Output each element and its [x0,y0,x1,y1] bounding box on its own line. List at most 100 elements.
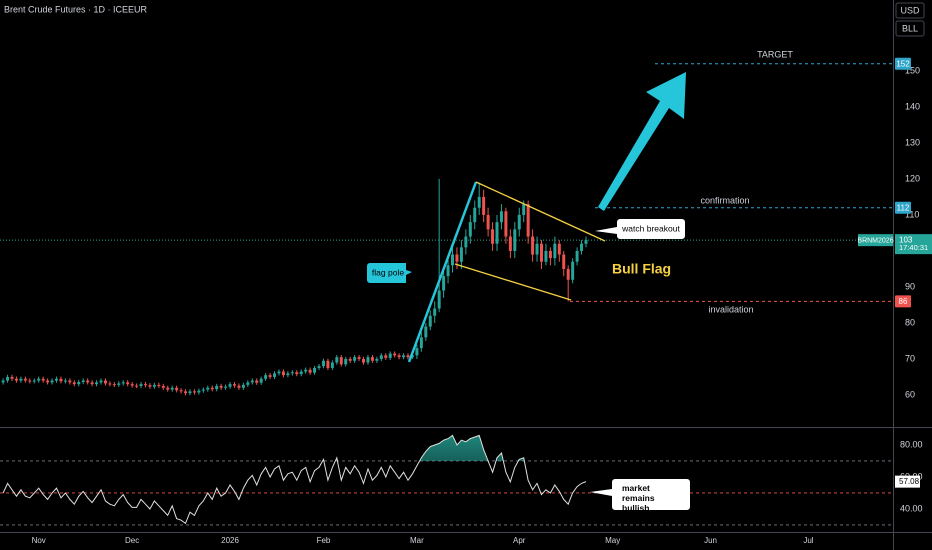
candle-body [335,357,339,363]
annotation: flag pole [372,267,404,277]
symbol-tag [858,234,893,247]
candle-body [197,390,201,393]
candle-body [330,362,334,368]
candle-body [19,378,23,381]
candle-body [1,380,5,383]
x-tick-label: Feb [317,536,331,545]
candle-body [362,358,366,363]
candle-body [241,384,245,388]
candle-body [571,261,575,280]
annotation-box: market remains bullish [622,483,655,510]
candle-body [313,367,317,373]
candle-body [562,254,566,269]
candle-body [451,254,455,266]
candle-body [63,380,67,382]
candle-body [455,254,459,262]
candle-body [10,376,14,379]
candle-body [32,380,36,382]
candle-body [482,196,486,215]
candle-body [366,357,370,363]
y-tick-label: 110 [905,209,919,219]
candle-body [86,380,90,383]
unit[interactable]: BLL [902,23,918,33]
candle-body [59,378,63,382]
y-tick-label: 150 [905,65,920,75]
y-tick-label: 60 [905,389,915,399]
candle-body [433,308,437,316]
candle-body [23,378,27,381]
rsi-callout: market remains bullish [590,479,690,510]
candle-body [548,250,552,259]
y-tick-label: 40.00 [900,503,923,513]
candle-body [348,358,352,361]
countdown: 17:40:31 [899,243,928,252]
candle-body [143,384,147,386]
flag-pole-line [407,181,478,363]
candle-body [580,243,584,251]
candle-body [103,380,107,384]
candle-body [513,229,517,251]
candle-body [232,384,236,386]
candle-body [357,357,361,359]
currency[interactable]: USD [900,5,920,15]
candle-body [353,357,357,361]
candle-body [535,243,539,255]
level-tag [895,57,911,70]
candle-body [393,353,397,356]
candle-body [215,385,219,390]
level-value: 86 [899,297,908,306]
unit-box[interactable] [895,20,925,37]
candle-body [526,204,530,237]
last-value: 57.08 [899,477,920,486]
candle-body [477,196,481,208]
candle-body [370,357,374,361]
candle-body [508,236,512,251]
level-value: 152 [896,59,910,68]
candle-body [495,222,499,244]
candle-body [112,384,116,386]
candle-body [192,391,196,393]
candle-body [459,247,463,262]
currency-box[interactable] [895,2,925,19]
candle-body [388,353,392,358]
target-arrow [598,72,686,211]
candle-body [95,382,99,385]
candle-body [419,337,423,349]
candle-body [273,373,277,377]
candle-body [379,355,383,359]
candle-body [339,357,343,365]
candle-body [28,380,32,382]
level-tag [895,201,911,214]
candle-body [286,373,290,376]
candle-body [491,229,495,244]
y-tick-label: 80.00 [900,439,923,449]
flag-upper-line [475,181,606,242]
x-tick-label: Jun [704,536,717,545]
candle-body [442,276,446,291]
candle-body [121,382,125,384]
candle-body [344,358,348,365]
candle-body [14,378,18,381]
candle-body [468,222,472,237]
candle-body [179,390,183,392]
candle-body [201,389,205,391]
candle-body [108,383,112,385]
candle-body [428,315,432,327]
candle-body [321,360,325,367]
candle-body [557,243,561,255]
candle-body [41,378,45,381]
candle-body [166,387,170,390]
candle-body [268,375,272,377]
candle-body [139,384,143,386]
x-tick-label: Apr [513,536,526,545]
candle-body [299,371,303,375]
level-value: 112 [897,203,910,212]
candle-body [50,380,54,383]
candle-body [99,380,103,383]
candle-body [424,326,428,338]
x-tick-label: Dec [125,536,139,545]
candle-body [175,387,179,391]
candle-body [68,380,72,383]
bull-flag-label: Bull Flag [612,261,671,277]
